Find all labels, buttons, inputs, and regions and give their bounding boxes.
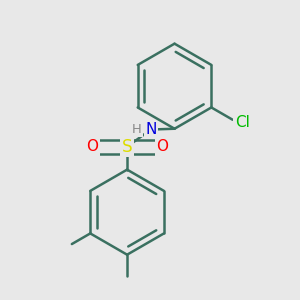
Text: H: H [132, 123, 142, 136]
Text: N: N [145, 122, 157, 137]
Text: S: S [122, 138, 132, 156]
Text: Cl: Cl [235, 115, 250, 130]
Text: O: O [156, 139, 168, 154]
Text: O: O [86, 139, 98, 154]
